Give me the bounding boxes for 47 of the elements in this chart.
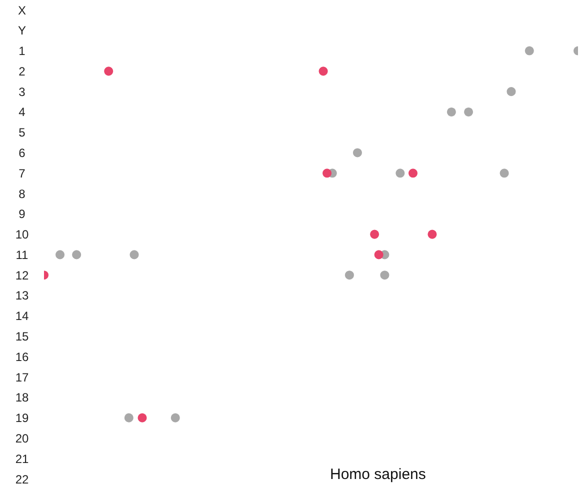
point bbox=[72, 250, 82, 260]
point bbox=[506, 87, 516, 96]
y-tick-label: 2 bbox=[18, 64, 26, 78]
point bbox=[500, 168, 509, 178]
y-tick-label: 14 bbox=[15, 309, 29, 324]
y-tick-label: 20 bbox=[15, 431, 29, 446]
y-tick-label: 13 bbox=[15, 288, 29, 303]
y-tick-label: Y bbox=[18, 24, 26, 38]
y-tick-label: X bbox=[18, 3, 26, 18]
point bbox=[524, 46, 534, 56]
y-tick-label: 9 bbox=[18, 207, 26, 222]
point bbox=[170, 413, 180, 422]
point bbox=[408, 168, 418, 178]
point bbox=[322, 168, 332, 178]
y-tick-label: 12 bbox=[15, 268, 29, 282]
y-tick-label: 11 bbox=[16, 248, 29, 262]
point bbox=[344, 270, 354, 280]
y-tick-label: 18 bbox=[15, 390, 29, 405]
point bbox=[446, 107, 456, 116]
y-tick-label: 19 bbox=[15, 411, 29, 426]
point bbox=[352, 148, 362, 158]
y-tick-label: 22 bbox=[15, 472, 29, 486]
y-tick-label: 16 bbox=[15, 350, 29, 364]
point bbox=[130, 250, 139, 260]
y-tick-label: 15 bbox=[15, 330, 29, 344]
point bbox=[56, 250, 65, 260]
point bbox=[104, 66, 114, 76]
point bbox=[428, 230, 437, 239]
y-tick-label: 21 bbox=[15, 452, 29, 466]
y-tick-label: 8 bbox=[18, 186, 26, 201]
y-tick-label: 3 bbox=[18, 84, 26, 99]
point bbox=[380, 270, 390, 280]
annotation: Homo sapiens bbox=[330, 466, 426, 483]
y-tick-label: 6 bbox=[18, 146, 26, 160]
y-tick-label: 5 bbox=[18, 126, 26, 140]
y-tick-label: 4 bbox=[18, 105, 26, 120]
point bbox=[124, 413, 134, 422]
point bbox=[370, 230, 380, 239]
point bbox=[138, 413, 147, 422]
y-tick-label: 7 bbox=[18, 166, 26, 180]
point bbox=[464, 107, 474, 116]
y-tick-label: 17 bbox=[15, 370, 29, 384]
y-tick-label: 1 bbox=[18, 44, 26, 58]
point bbox=[374, 250, 384, 260]
point bbox=[396, 168, 405, 178]
point bbox=[318, 66, 328, 76]
y-tick-label: 10 bbox=[15, 228, 29, 242]
